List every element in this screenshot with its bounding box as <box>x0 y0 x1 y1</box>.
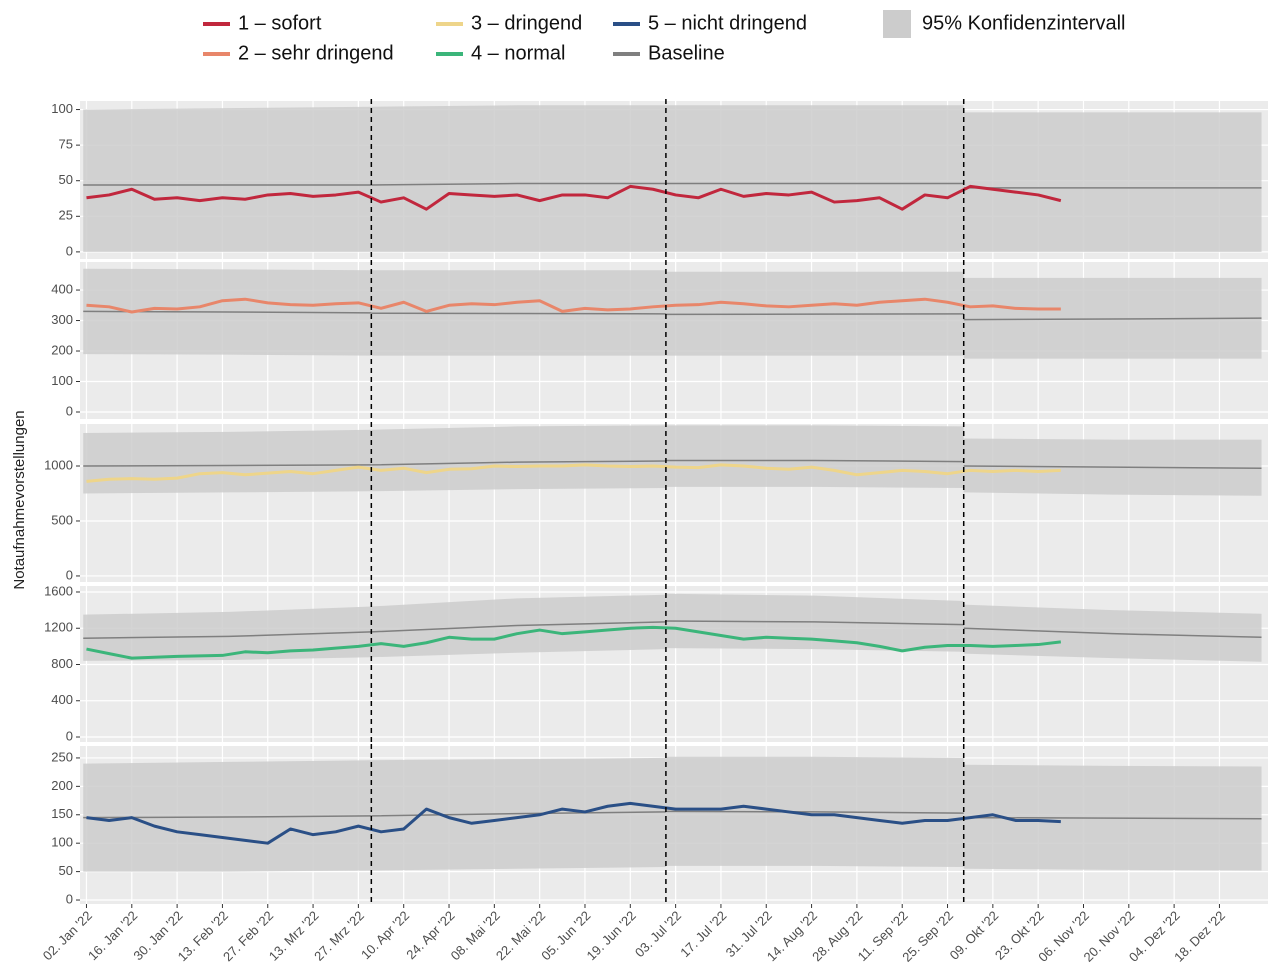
legend-label: 5 – nicht dringend <box>648 12 807 34</box>
y-tick-label: 100 <box>51 101 73 116</box>
baseline-line <box>371 621 666 633</box>
baseline-line <box>371 182 666 186</box>
series-line <box>86 625 1062 660</box>
legend-key <box>883 10 911 38</box>
x-tick-label: 10. Apr '22 <box>358 908 412 962</box>
y-tick-label: 250 <box>51 749 73 764</box>
y-tick-label: 800 <box>51 656 73 671</box>
confidence-band <box>83 760 372 872</box>
confidence-band <box>665 105 964 252</box>
series-line <box>86 297 1061 314</box>
y-tick-label: 0 <box>66 728 73 743</box>
legend-label: 1 – sofort <box>238 12 322 34</box>
series-line <box>86 463 1061 483</box>
confidence-band <box>665 593 964 652</box>
y-tick-label: 500 <box>51 512 73 527</box>
x-tick-label: 27. Mrz '22 <box>311 908 367 964</box>
confidence-band <box>963 112 1262 252</box>
baseline-line <box>963 816 1262 820</box>
y-tick-label: 1200 <box>44 620 73 635</box>
legend-label: 95% Konfidenzintervall <box>922 12 1125 34</box>
y-tick-label: 150 <box>51 806 73 821</box>
confidence-band <box>83 606 372 661</box>
y-tick-label: 200 <box>51 778 73 793</box>
y-tick-label: 1600 <box>44 583 73 598</box>
confidence-band <box>371 425 666 492</box>
y-tick-label: 0 <box>66 243 73 258</box>
x-tick-label: 17. Jul '22 <box>677 908 729 960</box>
confidence-band <box>83 106 372 252</box>
confidence-band <box>83 429 372 494</box>
baseline-line <box>665 459 964 463</box>
y-tick-label: 75 <box>59 137 73 152</box>
baseline-line <box>371 460 666 466</box>
y-axis-label: Notaufnahmevorstellungen <box>11 410 28 589</box>
confidence-band <box>963 277 1262 359</box>
baseline-line <box>665 810 964 814</box>
y-tick-label: 0 <box>66 567 73 582</box>
series-line <box>86 184 1062 211</box>
legend-label: 2 – sehr dringend <box>238 42 394 64</box>
confidence-band <box>371 105 666 252</box>
y-tick-label: 200 <box>51 342 73 357</box>
series-line <box>86 801 1061 845</box>
x-tick-label: 19. Jun '22 <box>584 908 639 963</box>
legend-label: 4 – normal <box>471 42 566 64</box>
confidence-band <box>665 425 964 488</box>
y-tick-label: 50 <box>59 863 73 878</box>
baseline-line <box>963 317 1262 321</box>
legend-label: Baseline <box>648 42 725 64</box>
y-tick-label: 50 <box>59 172 73 187</box>
baseline-line <box>371 312 666 315</box>
y-tick-label: 0 <box>66 891 73 906</box>
baseline-line <box>83 631 372 639</box>
y-tick-label: 100 <box>51 835 73 850</box>
x-tick-label: 03. Jul '22 <box>632 908 684 960</box>
y-tick-label: 1000 <box>44 457 73 472</box>
baseline-line <box>963 627 1262 639</box>
baseline-line <box>83 464 372 467</box>
y-tick-label: 100 <box>51 373 73 388</box>
baseline-line <box>963 465 1262 469</box>
baseline-line <box>665 620 964 626</box>
baseline-line <box>665 313 964 316</box>
y-tick-label: 400 <box>51 281 73 296</box>
y-tick-label: 25 <box>59 208 73 223</box>
y-tick-label: 0 <box>66 403 73 418</box>
legend-label: 3 – dringend <box>471 12 582 34</box>
y-tick-label: 400 <box>51 692 73 707</box>
y-tick-label: 300 <box>51 312 73 327</box>
